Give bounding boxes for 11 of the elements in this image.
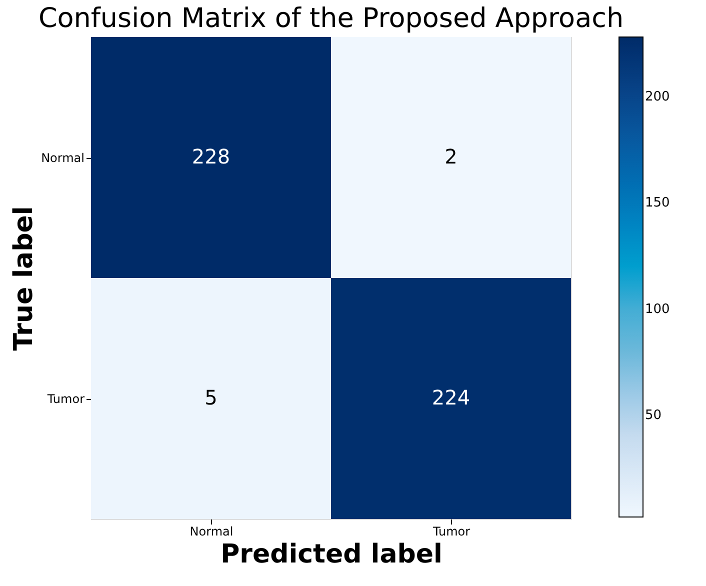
color-bar-label: 150: [645, 196, 670, 211]
color-bar-label: 200: [645, 89, 670, 104]
y-axis-title: True label: [9, 206, 40, 351]
data-label: 228: [192, 144, 230, 168]
data-label: 224: [432, 386, 470, 410]
color-bar-label: 50: [645, 408, 662, 424]
chart-title: Confusion Matrix of the Proposed Approach: [38, 3, 624, 34]
x-axis-title: Predicted label: [220, 540, 442, 570]
data-label: 5: [204, 386, 218, 410]
color-bar-label: 100: [645, 302, 670, 317]
data-label: 2: [444, 144, 458, 168]
